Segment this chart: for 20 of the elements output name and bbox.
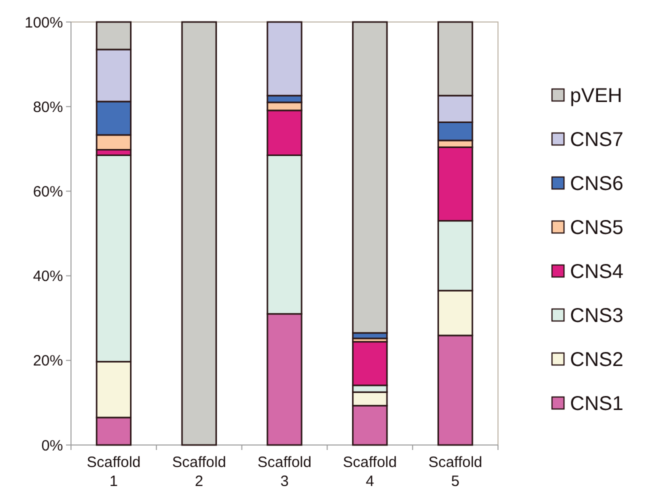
y-tick-label: 60%	[32, 183, 63, 200]
x-tick-label: Scaffold 5	[428, 454, 482, 490]
x-tick-label: Scaffold 3	[258, 454, 312, 490]
legend-label: CNS6	[570, 173, 624, 195]
x-tick-label: Scaffold 2	[172, 454, 226, 490]
x-tick-label: Scaffold 1	[86, 454, 141, 490]
y-tick-label: 100%	[24, 14, 63, 32]
y-tick-label: 20%	[32, 352, 63, 370]
x-tick-label: Scaffold 4	[342, 454, 397, 490]
legend-label: CNS7	[570, 129, 624, 151]
bar	[181, 21, 217, 446]
legend-label: pVEH	[570, 85, 622, 107]
legend-label: CNS3	[570, 305, 624, 327]
y-tick-label: 0%	[41, 437, 63, 454]
legend-label: CNS5	[570, 217, 624, 239]
legend-label: CNS4	[570, 261, 624, 283]
legend-label: CNS2	[570, 349, 624, 371]
y-tick-label: 80%	[32, 98, 63, 116]
y-tick-label: 40%	[32, 268, 63, 286]
legend-label: CNS1	[570, 393, 624, 415]
